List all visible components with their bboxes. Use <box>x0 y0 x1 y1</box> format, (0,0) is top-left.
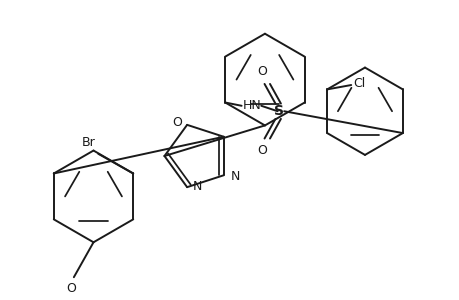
Text: O: O <box>257 144 267 157</box>
Text: O: O <box>171 116 181 129</box>
Text: N: N <box>230 170 239 183</box>
Text: N: N <box>192 180 202 193</box>
Text: O: O <box>257 65 267 79</box>
Text: S: S <box>273 104 283 118</box>
Text: Br: Br <box>81 136 95 149</box>
Text: O: O <box>67 282 77 295</box>
Text: HN: HN <box>242 99 261 112</box>
Text: Cl: Cl <box>353 77 365 90</box>
